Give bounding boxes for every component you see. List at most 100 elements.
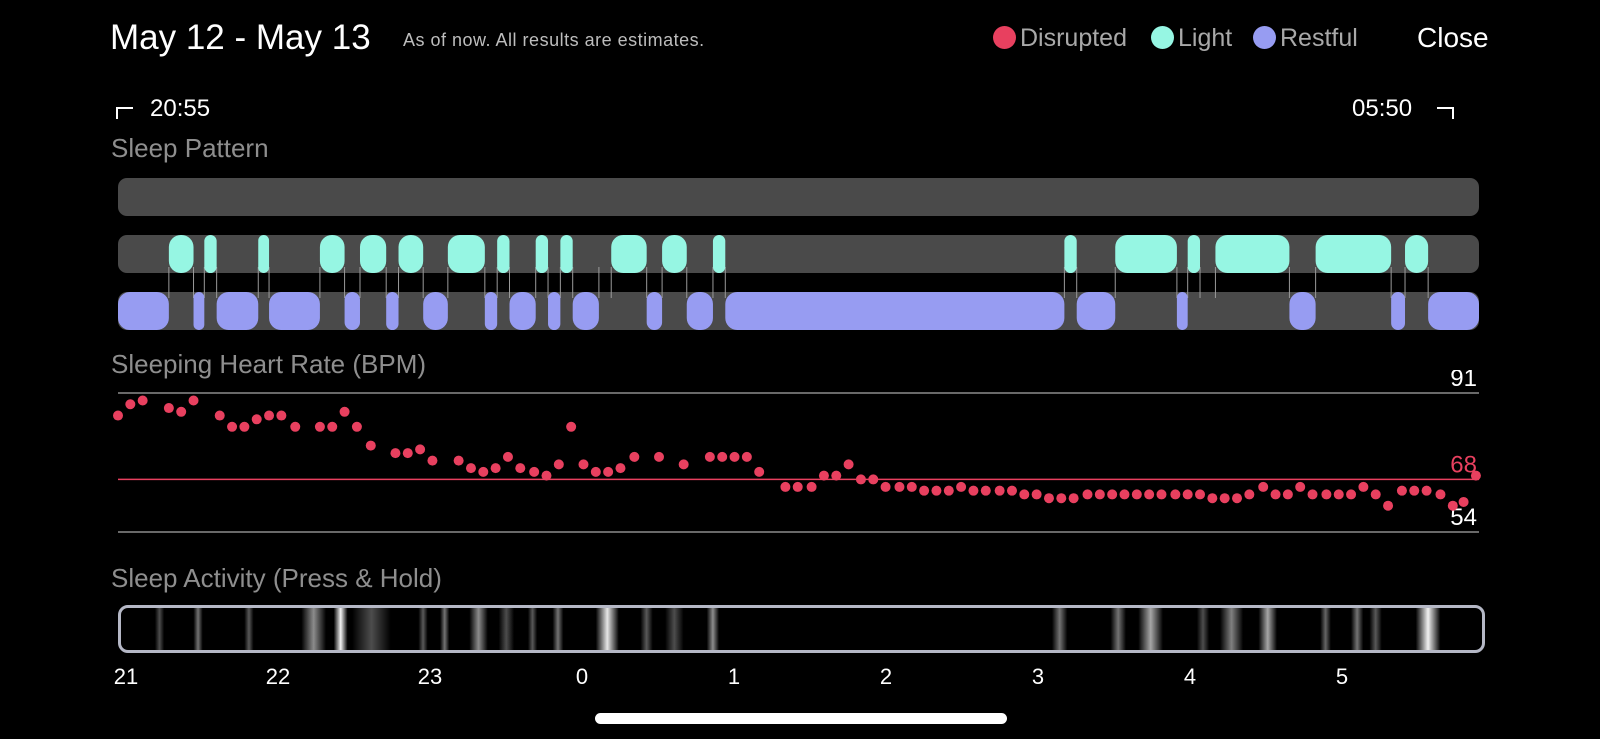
sleep-pattern-chart[interactable] [0, 170, 1600, 335]
hr-point [843, 459, 854, 470]
hr-point [351, 421, 362, 432]
activity-band [706, 608, 720, 650]
page-title: May 12 - May 13 [110, 18, 371, 57]
hr-point [1119, 489, 1130, 500]
activity-band [1369, 608, 1382, 650]
hr-point [276, 410, 287, 421]
hr-point [176, 406, 187, 417]
pattern-segment-light [398, 235, 424, 273]
hr-point [1370, 489, 1381, 500]
hr-point [868, 474, 879, 485]
hr-point [831, 470, 842, 481]
hr-point [1258, 481, 1269, 492]
hr-point [956, 481, 967, 492]
hr-point [1409, 485, 1420, 496]
pattern-segment-light [168, 235, 194, 273]
hr-point [327, 421, 338, 432]
sleep-activity-strip[interactable] [118, 605, 1485, 653]
hr-point [629, 451, 640, 462]
hr-point [1447, 500, 1458, 511]
hr-point [1358, 481, 1369, 492]
activity-band [1320, 608, 1331, 650]
hr-point [1094, 489, 1105, 500]
activity-band [1110, 608, 1126, 650]
activity-band [154, 608, 165, 650]
hr-point [654, 451, 665, 462]
hr-point [490, 463, 501, 474]
hr-point [1396, 485, 1407, 496]
activity-band [469, 608, 488, 650]
session-start-time: 20:55 [150, 95, 211, 122]
hr-point [780, 481, 791, 492]
hr-point [339, 406, 350, 417]
time-axis-tick: 1 [727, 664, 741, 689]
hr-point [1346, 489, 1357, 500]
activity-band [1415, 608, 1441, 650]
hr-point [704, 451, 715, 462]
pattern-track-disrupted [118, 178, 1479, 216]
hr-point [1458, 496, 1469, 507]
hr-point [754, 466, 765, 477]
hr-point [1244, 489, 1255, 500]
pattern-segment-restful [686, 292, 713, 330]
hr-point [1170, 489, 1181, 500]
activity-band [333, 608, 348, 650]
hr-point [741, 451, 752, 462]
pattern-segment-light [1215, 235, 1290, 273]
hr-point [1068, 493, 1079, 504]
pattern-segment-light [204, 235, 217, 273]
pattern-segment-restful [269, 292, 320, 330]
hr-point [1270, 489, 1281, 500]
hr-point [1470, 470, 1481, 481]
sleep-pattern-title: Sleep Pattern [111, 133, 269, 163]
legend-restful: Restful [1253, 24, 1358, 53]
time-axis-tick: 3 [1031, 664, 1045, 689]
pattern-segment-restful [344, 292, 360, 330]
pattern-segment-restful [1289, 292, 1316, 330]
hr-point [1019, 489, 1030, 500]
hr-point [314, 421, 325, 432]
hr-point [478, 466, 489, 477]
hr-point [717, 451, 728, 462]
legend-light-label: Light [1178, 24, 1233, 52]
pattern-segment-light [1315, 235, 1392, 273]
hr-point [792, 481, 803, 492]
pattern-segment-light [319, 235, 345, 273]
hr-point [855, 474, 866, 485]
home-indicator[interactable] [595, 713, 1007, 724]
pattern-segment-restful [118, 292, 169, 330]
pattern-segment-restful [386, 292, 399, 330]
hr-point [290, 421, 301, 432]
hr-point [980, 485, 991, 496]
estimate-note: As of now. All results are estimates. [403, 30, 705, 50]
hr-point [502, 451, 513, 462]
hr-point [1131, 489, 1142, 500]
end-bracket-icon [1437, 107, 1454, 119]
hr-point [239, 421, 250, 432]
hr-point [113, 410, 123, 421]
close-button[interactable]: Close [1417, 22, 1489, 53]
hr-point [1107, 489, 1118, 500]
hr-point [1383, 500, 1394, 511]
activity-band [1138, 608, 1163, 650]
hr-point [1031, 489, 1042, 500]
hr-point [603, 466, 614, 477]
activity-band [193, 608, 203, 650]
pattern-segment-restful [484, 292, 498, 330]
activity-band [665, 608, 684, 650]
hr-point [264, 410, 275, 421]
hr-point [678, 459, 689, 470]
restful-dot-icon [1253, 26, 1276, 49]
hr-point [1435, 489, 1446, 500]
hr-point [1219, 493, 1230, 504]
hr-point [390, 448, 401, 459]
hr-point [1043, 493, 1054, 504]
pattern-segment-light [535, 235, 549, 273]
hr-point [1082, 489, 1093, 500]
hr-point [1156, 489, 1167, 500]
activity-band [1350, 608, 1364, 650]
hr-point [1333, 489, 1344, 500]
hr-point [541, 470, 552, 481]
pattern-segment-light [560, 235, 573, 273]
